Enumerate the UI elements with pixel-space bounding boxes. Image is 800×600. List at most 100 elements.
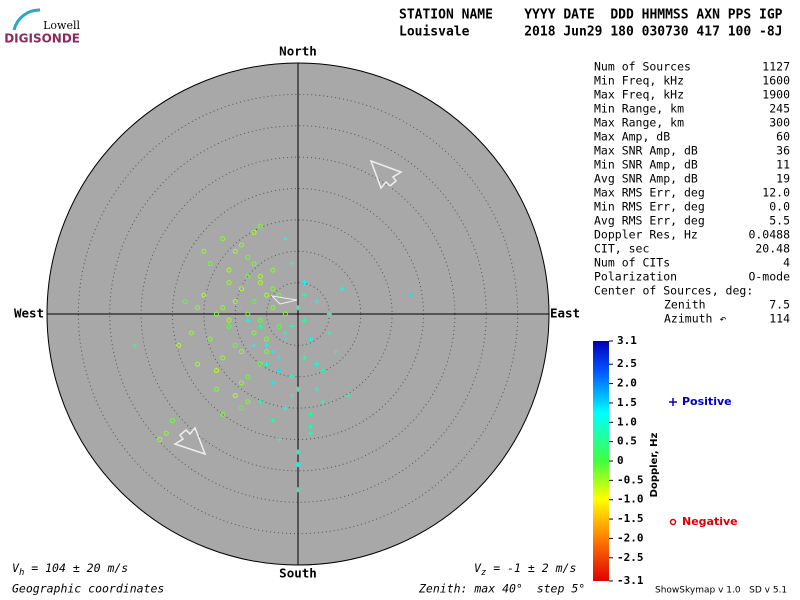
source-positive bbox=[251, 342, 257, 348]
header-labels: STATION NAME YYYY DATE DDD HHMMSS AXN PP… bbox=[399, 8, 783, 23]
source-negative bbox=[270, 305, 276, 311]
source-positive bbox=[289, 261, 295, 267]
center-label: Zenith bbox=[664, 298, 706, 312]
source-positive bbox=[314, 361, 320, 367]
source-negative bbox=[220, 355, 226, 361]
source-negative bbox=[257, 280, 263, 286]
stat-value: 12.0 bbox=[762, 186, 790, 200]
arrow bbox=[270, 295, 298, 305]
colorbar-tick-label: -1.5 bbox=[617, 512, 644, 525]
legend-label: Negative bbox=[682, 515, 738, 528]
source-negative bbox=[270, 267, 276, 273]
source-negative bbox=[207, 336, 213, 342]
source-positive bbox=[301, 292, 307, 298]
colorbar-tick-label: -1.0 bbox=[617, 493, 644, 506]
source-negative bbox=[213, 367, 219, 373]
south-label: South bbox=[279, 566, 317, 581]
colorbar-tick-label: 1.0 bbox=[617, 415, 637, 428]
source-negative bbox=[251, 261, 257, 267]
source-negative bbox=[226, 324, 232, 330]
motion-arrows bbox=[173, 159, 403, 456]
legend-marker bbox=[669, 398, 677, 406]
vh-sub: h bbox=[19, 568, 24, 578]
skymap bbox=[46, 62, 550, 566]
center-value: 114 bbox=[769, 312, 790, 326]
source-positive bbox=[308, 411, 314, 417]
stat-value: 19 bbox=[776, 172, 790, 186]
source-positive bbox=[270, 349, 276, 355]
source-negative bbox=[220, 305, 226, 311]
source-negative bbox=[195, 361, 201, 367]
stat-value: 1127 bbox=[762, 60, 790, 74]
legend-label: Positive bbox=[682, 395, 732, 408]
source-positive bbox=[264, 342, 270, 348]
vz-sub: z bbox=[481, 568, 486, 578]
stat-value: 245 bbox=[769, 102, 790, 116]
colorbar-tick-label: 0 bbox=[617, 454, 624, 467]
stat-label: Max Range, km bbox=[594, 116, 684, 130]
source-negative bbox=[257, 273, 263, 279]
source-positive bbox=[295, 305, 301, 311]
source-negative bbox=[188, 330, 194, 336]
north-label: North bbox=[279, 44, 317, 59]
colorbar-tick-label: 0.5 bbox=[617, 435, 637, 448]
source-positive bbox=[308, 430, 314, 436]
source-positive bbox=[282, 336, 288, 342]
vh-symbol: V bbox=[12, 561, 20, 575]
source-negative bbox=[257, 317, 263, 323]
source-positive bbox=[326, 311, 332, 317]
arrow bbox=[173, 426, 207, 456]
source-positive bbox=[314, 386, 320, 392]
source-negative bbox=[239, 242, 245, 248]
source-negative bbox=[220, 411, 226, 417]
source-negative bbox=[220, 236, 226, 242]
colorbar-tick-label: -0.5 bbox=[617, 473, 644, 486]
source-positive bbox=[333, 349, 339, 355]
source-negative bbox=[251, 298, 257, 304]
source-negative bbox=[245, 273, 251, 279]
source-positive bbox=[308, 424, 314, 430]
colorbar-tick-label: 2.5 bbox=[617, 357, 637, 370]
source-negative bbox=[195, 305, 201, 311]
vz-text: = -1 ± 2 m/s bbox=[486, 561, 576, 575]
zenith-note: Zenith: max 40° step 5° bbox=[418, 582, 585, 596]
stat-label: Min RMS Err, deg bbox=[594, 200, 705, 214]
logo-bottom: DIGISONDE bbox=[4, 32, 80, 46]
source-negative bbox=[276, 324, 282, 330]
stat-value: 60 bbox=[776, 130, 790, 144]
colorbar bbox=[593, 341, 609, 581]
stat-value: 0.0488 bbox=[748, 228, 790, 242]
source-negative bbox=[226, 317, 232, 323]
source-positive bbox=[408, 292, 414, 298]
version: ShowSkymap v 1.0 SD v 5.1 bbox=[655, 586, 787, 596]
center-label: Azimuth ↶ bbox=[664, 312, 726, 326]
stat-label: Doppler Res, Hz bbox=[594, 228, 698, 242]
source-positive bbox=[257, 399, 263, 405]
colorbar-tick-label: 2.0 bbox=[617, 377, 637, 390]
source-positive bbox=[326, 330, 332, 336]
coords-note: Geographic coordinates bbox=[12, 582, 164, 596]
source-positive bbox=[295, 449, 301, 455]
stat-value: 1600 bbox=[762, 74, 790, 88]
source-negative bbox=[251, 229, 257, 235]
source-negative bbox=[232, 248, 238, 254]
source-negative bbox=[245, 374, 251, 380]
source-negative bbox=[251, 330, 257, 336]
colorbar-tick-label: 1.5 bbox=[617, 396, 637, 409]
source-negative bbox=[232, 393, 238, 399]
source-negative bbox=[201, 292, 207, 298]
stat-value: 20.48 bbox=[755, 242, 790, 256]
source-negative bbox=[245, 311, 251, 317]
legend-entry: Positive bbox=[669, 395, 732, 408]
stat-label: Center of Sources, deg: bbox=[594, 284, 753, 298]
source-negative bbox=[264, 336, 270, 342]
source-positive bbox=[257, 324, 263, 330]
source-negative bbox=[257, 361, 263, 367]
source-positive bbox=[295, 386, 301, 392]
source-negative bbox=[163, 430, 169, 436]
source-positive bbox=[289, 324, 295, 330]
source-positive bbox=[301, 355, 307, 361]
colorbar-tick-label: -2.5 bbox=[617, 551, 644, 564]
source-positive bbox=[320, 367, 326, 373]
